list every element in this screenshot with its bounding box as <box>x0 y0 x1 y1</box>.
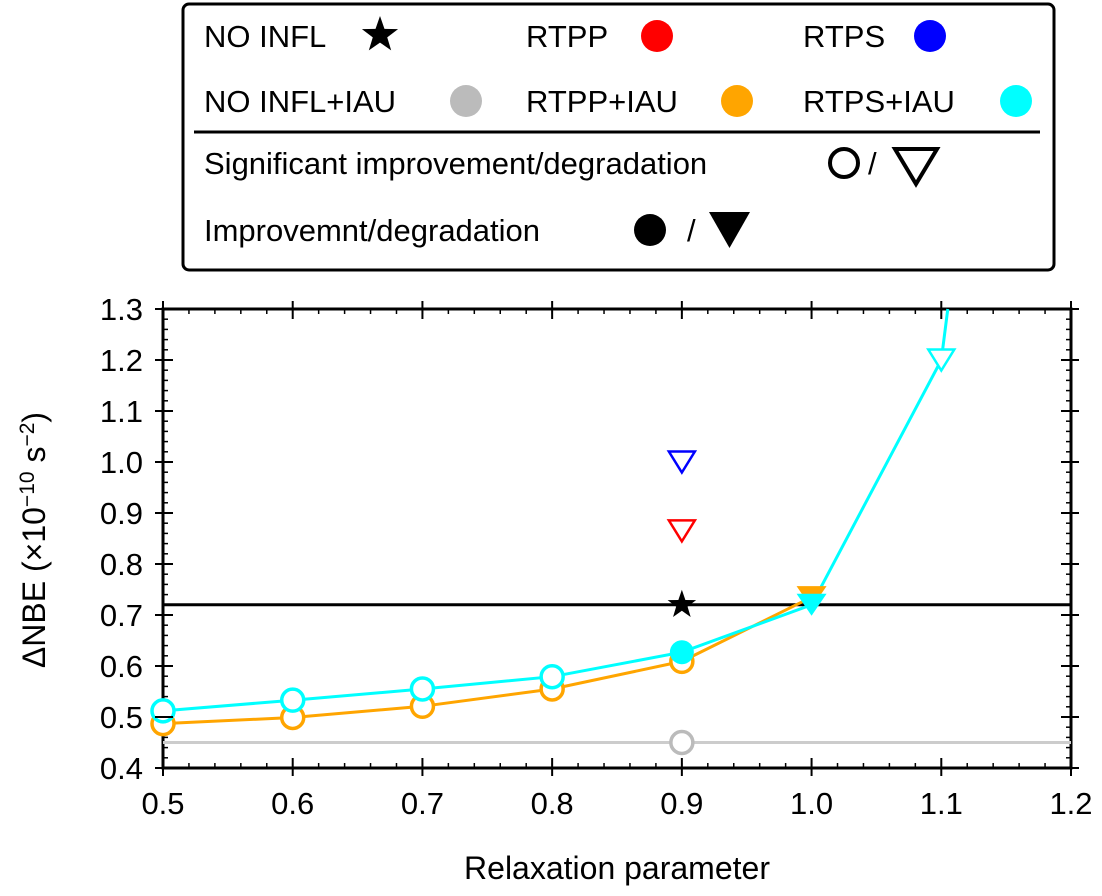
x-tick-label: 0.6 <box>271 786 314 821</box>
data-point <box>539 663 565 690</box>
legend-label-rtps: RTPS <box>803 19 885 54</box>
legend-label-no-infl: NO INFL <box>204 19 326 54</box>
open-triangle-icon <box>891 147 941 188</box>
legend-marker-rtps <box>914 20 946 52</box>
legend: NO INFL RTPP RTPS NO INFL+IAU RTPP+IAU R… <box>181 2 1056 272</box>
legend-label-no-infl-iau: NO INFL+IAU <box>204 84 396 119</box>
data-point <box>150 698 176 724</box>
data-point <box>667 589 697 617</box>
legend-significant-label: Significant improvement/degradation <box>204 146 707 181</box>
y-tick-label: 0.9 <box>100 496 143 531</box>
plot-frame <box>161 307 1073 770</box>
legend-insignificant-label: Improvemnt/degradation <box>204 213 540 248</box>
y-tick-label: 1.3 <box>100 292 143 327</box>
data-point <box>409 676 436 702</box>
legend-marker-no-infl-iau <box>450 85 482 117</box>
y-tick-label: 1.2 <box>100 343 143 378</box>
filled-triangle-icon <box>709 212 750 248</box>
y-tick-label: 0.6 <box>100 649 143 684</box>
legend-label-rtpp-iau: RTPP+IAU <box>526 84 678 119</box>
legend-marker-rtpp-iau <box>721 85 753 117</box>
filled-circle-icon <box>634 214 666 246</box>
y-tick-label: 0.8 <box>100 547 143 582</box>
x-axis-ticks: 0.5 0.6 0.7 0.8 0.9 1.0 1.1 1.2 <box>141 301 1093 821</box>
legend-slash-2: / <box>687 213 696 248</box>
y-tick-label: 1.1 <box>100 394 143 429</box>
y-tick-label: 0.4 <box>100 751 143 786</box>
data-point <box>666 450 698 475</box>
legend-frame <box>181 2 1056 272</box>
x-axis-label: Relaxation parameter <box>464 850 770 886</box>
x-tick-label: 0.7 <box>401 786 444 821</box>
y-axis-ticks: 0.4 0.5 0.6 0.7 0.8 0.9 1.0 1.1 1.2 1.3 <box>100 292 1079 786</box>
x-tick-label: 0.9 <box>660 786 703 821</box>
open-circle-icon <box>828 147 860 179</box>
legend-marker-rtpp <box>641 20 673 52</box>
legend-marker-rtps-iau <box>1000 85 1032 117</box>
data-point <box>669 729 695 756</box>
series-lines <box>162 308 950 726</box>
data-point <box>669 640 694 665</box>
reference-lines <box>163 603 1071 744</box>
data-point <box>279 687 306 713</box>
x-tick-label: 1.2 <box>1049 786 1092 821</box>
legend-label-rtpp: RTPP <box>526 19 608 54</box>
x-tick-label: 0.8 <box>531 786 574 821</box>
series-line <box>162 595 813 726</box>
y-axis-label: ΔNBE (×10−10 s−2) <box>16 412 53 668</box>
minor-ticks <box>162 308 1072 769</box>
x-tick-label: 1.0 <box>790 786 833 821</box>
legend-label-rtps-iau: RTPS+IAU <box>803 84 955 119</box>
series-line <box>162 308 950 713</box>
x-tick-label: 1.1 <box>920 786 963 821</box>
star-icon <box>361 16 399 51</box>
data-point <box>666 519 698 544</box>
x-tick-label: 0.5 <box>141 786 184 821</box>
data-point <box>796 593 827 616</box>
legend-slash: / <box>868 146 877 181</box>
plot-area: 0.5 0.6 0.7 0.8 0.9 1.0 1.1 1.2 0.40.50.60.70.8… <box>100 292 1093 821</box>
series-markers <box>150 348 957 756</box>
y-tick-label: 0.7 <box>100 598 143 633</box>
y-tick-label: 0.5 <box>100 700 143 735</box>
y-tick-label: 1.0 <box>100 445 143 480</box>
data-point <box>926 348 957 373</box>
